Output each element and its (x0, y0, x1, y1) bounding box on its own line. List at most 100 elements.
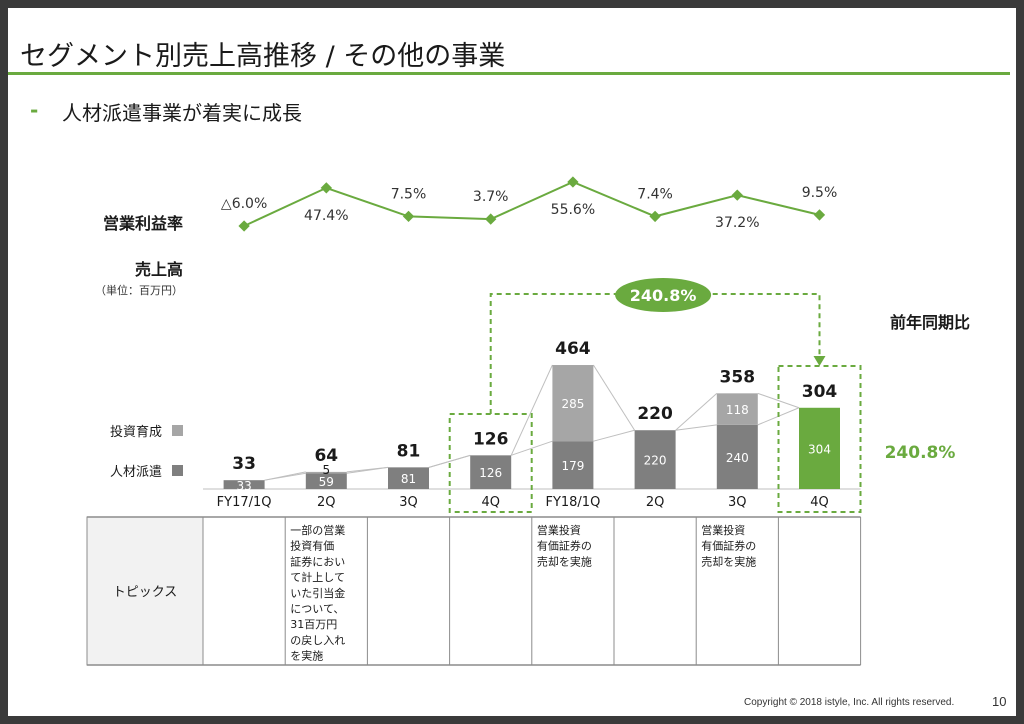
category-tick-label: 3Q (728, 495, 747, 510)
margin-value-label: 7.5% (391, 186, 427, 202)
bar-value-label: 179 (561, 459, 584, 473)
margin-point-marker (238, 220, 250, 232)
bar-jinzai-haken (716, 424, 758, 489)
dark-series-connector (593, 429, 635, 442)
growth-connector (489, 293, 821, 414)
bar-toshi-ikusei (716, 393, 758, 425)
bullet-dash: - (30, 98, 39, 122)
dark-series-connector (511, 440, 553, 456)
legend-swatch-jinzai-haken (172, 465, 183, 476)
category-tick-label: 2Q (646, 495, 665, 510)
bar-value-label: 285 (561, 397, 584, 411)
growth-value: 240.8% (885, 443, 956, 463)
topics-cell-text: 営業投資有価証券の売却を実施 (701, 523, 756, 568)
bar-value-label: 5 (322, 463, 330, 477)
margin-point-marker (320, 182, 332, 194)
bar-jinzai-haken (799, 407, 840, 489)
topics-cell-text: 一部の営業投資有価証券において計上していた引当金について、 31百万円の戻し入れを… (290, 523, 345, 663)
margin-axis-label: 営業利益率 (103, 214, 183, 233)
category-tick-label: 2Q (317, 495, 336, 510)
total-connector (428, 454, 471, 468)
topics-cell-line: 営業投資 (701, 523, 745, 537)
legend-label-toshi-ikusei: 投資育成 (110, 424, 162, 440)
topics-cell-line: て計上して (290, 570, 345, 584)
total-connector (675, 392, 718, 431)
topics-cell-line: 有価証券の (537, 539, 592, 553)
category-tick-label: 3Q (399, 495, 418, 510)
topics-header-label: トピックス (113, 585, 178, 600)
title-underline (8, 72, 1010, 75)
bar-total-label: 33 (232, 454, 256, 474)
total-connector (264, 471, 306, 481)
page-number: 10 (992, 694, 1007, 709)
bar-toshi-ikusei (552, 365, 594, 442)
topics-cell-line: 証券におい (290, 554, 345, 568)
bar-jinzai-haken (305, 473, 347, 489)
topics-cell-line: の戻し入れ (290, 634, 345, 647)
growth-annotation: 240.8% 前年同期比 240.8% (448, 278, 970, 513)
bar-value-label: 33 (236, 479, 251, 493)
bar-total-label: 358 (720, 367, 756, 387)
category-tick-label: 4Q (481, 495, 500, 510)
topics-cell-line: 31百万円 (290, 618, 337, 631)
growth-title: 前年同期比 (890, 313, 970, 332)
bar-value-label: 118 (726, 403, 749, 417)
topics-cell-line: を実施 (290, 649, 323, 663)
sales-axis-label: 売上高 (135, 260, 183, 279)
bar-value-label: 220 (644, 454, 667, 468)
bar-value-label: 304 (808, 442, 831, 456)
total-connector (757, 392, 800, 409)
margin-value-label: △6.0% (221, 196, 267, 212)
margin-point-marker (567, 176, 579, 188)
bar-jinzai-haken (552, 441, 594, 489)
topics-cell-text: 営業投資有価証券の売却を実施 (537, 523, 592, 568)
topics-cell-line: いた引当金 (290, 586, 345, 600)
bar-jinzai-haken (634, 430, 676, 489)
total-connector (592, 364, 636, 431)
topics-cell-line: について、 (290, 603, 344, 616)
category-tick-label: FY18/1Q (545, 495, 600, 510)
topics-table: トピックス 一部の営業投資有価証券において計上していた引当金について、 31百万円の… (86, 516, 862, 666)
margin-series-line (243, 180, 820, 227)
topics-cell-line: 営業投資 (537, 523, 581, 537)
category-tick-label: FY17/1Q (217, 495, 272, 510)
growth-bubble (615, 278, 712, 312)
margin-point-marker (649, 210, 661, 223)
bar-jinzai-haken (223, 480, 265, 489)
bar-toshi-ikusei (305, 471, 347, 474)
bar-total-label: 304 (802, 382, 838, 402)
topics-cell-line: 売却を実施 (701, 554, 756, 568)
bullet-text: 人材派遣事業が着実に成長 (62, 101, 302, 125)
margin-value-label: 3.7% (473, 189, 509, 205)
bar-total-label: 126 (473, 429, 509, 449)
legend-swatch-toshi-ikusei (172, 425, 183, 436)
bar-value-label: 126 (479, 466, 502, 480)
category-tick-label: 4Q (810, 495, 829, 510)
topics-cell-line: 売却を実施 (537, 554, 592, 568)
bar-value-label: 59 (319, 475, 334, 489)
bar-total-label: 81 (397, 441, 421, 461)
bar-total-label: 64 (314, 446, 338, 466)
margin-point-marker (402, 210, 415, 223)
margin-point-marker (731, 189, 743, 201)
topics-cell-line: 有価証券の (701, 539, 756, 553)
bar-total-label: 220 (637, 404, 673, 424)
copyright-footer: Copyright © 2018 istyle, Inc. All rights… (744, 697, 955, 708)
bar-value-label: 81 (401, 472, 416, 486)
topics-cell-line: 一部の営業 (290, 523, 345, 537)
total-connector (346, 466, 389, 473)
bar-total-label: 464 (555, 339, 591, 359)
topics-cell-line: 投資有価 (290, 539, 334, 553)
bar-jinzai-haken (388, 467, 429, 489)
margin-value-label: 55.6% (551, 202, 595, 218)
bar-value-label: 240 (726, 451, 749, 465)
margin-point-marker (813, 209, 826, 221)
topics-header-cell (86, 516, 204, 666)
sales-unit-label: （単位：百万円） (95, 283, 183, 297)
growth-bubble-label: 240.8% (630, 286, 697, 305)
operating-margin-line: △6.0% 47.4% 7.5% 3.7% 55.6% 7.4% 37.2% 9.5% (221, 176, 837, 232)
margin-point-marker (485, 213, 497, 225)
dark-series-connector (675, 424, 717, 431)
